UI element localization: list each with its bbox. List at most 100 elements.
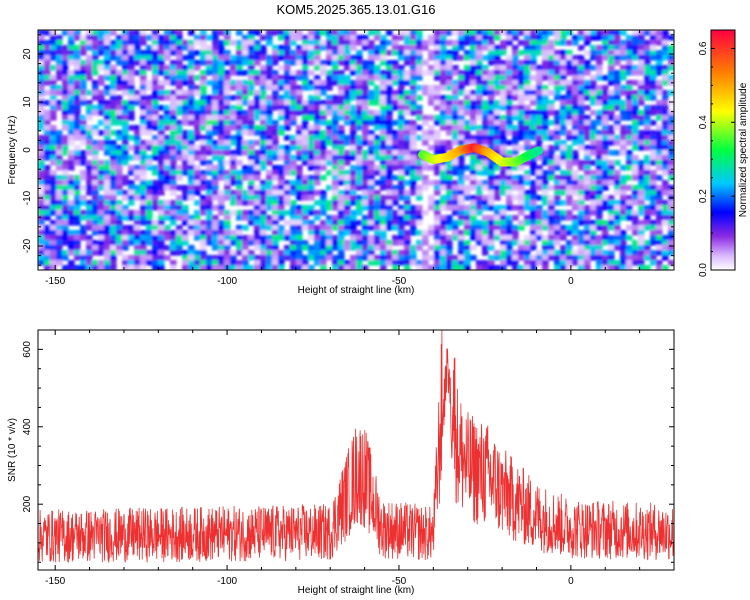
heatmap-cell xyxy=(524,245,531,251)
heatmap-cell xyxy=(38,250,45,256)
heatmap-cell xyxy=(38,30,45,36)
heatmap-cell xyxy=(134,55,141,61)
heatmap-cell xyxy=(368,130,375,136)
heatmap-cell xyxy=(206,180,213,186)
heatmap-cell xyxy=(374,195,381,201)
heatmap-cell xyxy=(200,50,207,56)
heatmap-cell xyxy=(308,265,315,270)
heatmap-cell xyxy=(398,45,405,51)
heatmap-cell xyxy=(332,245,339,251)
heatmap-cell xyxy=(308,190,315,196)
heatmap-cell xyxy=(326,80,333,86)
heatmap-cell xyxy=(128,100,135,106)
heatmap-cell xyxy=(50,180,57,186)
heatmap-cell xyxy=(476,90,483,96)
heatmap-cell xyxy=(392,65,399,71)
heatmap-cell xyxy=(554,130,561,136)
heatmap-cell xyxy=(356,120,363,126)
heatmap-cell xyxy=(50,130,57,136)
heatmap-cell xyxy=(290,170,297,176)
heatmap-cell xyxy=(200,85,207,91)
heatmap-cell xyxy=(404,70,411,76)
heatmap-cell xyxy=(512,265,519,270)
heatmap-cell xyxy=(128,195,135,201)
heatmap-cell xyxy=(566,95,573,101)
heatmap-cell xyxy=(662,40,669,46)
heatmap-cell xyxy=(50,250,57,256)
heatmap-cell xyxy=(614,35,621,41)
heatmap-cell xyxy=(350,95,357,101)
heatmap-cell xyxy=(578,140,585,146)
heatmap-cell xyxy=(80,250,87,256)
heatmap-cell xyxy=(122,130,129,136)
heatmap-cell xyxy=(326,140,333,146)
heatmap-cell xyxy=(284,90,291,96)
heatmap-cell xyxy=(38,75,45,81)
heatmap-cell xyxy=(602,125,609,131)
heatmap-cell xyxy=(68,75,75,81)
heatmap-cell xyxy=(44,55,51,61)
heatmap-cell xyxy=(470,180,477,186)
heatmap-cell xyxy=(554,95,561,101)
heatmap-cell xyxy=(236,225,243,231)
heatmap-cell xyxy=(452,230,459,236)
heatmap-cell xyxy=(98,90,105,96)
heatmap-cell xyxy=(440,50,447,56)
heatmap-cell xyxy=(632,240,639,246)
heatmap-cell xyxy=(398,90,405,96)
heatmap-cell xyxy=(320,195,327,201)
heatmap-cell xyxy=(410,50,417,56)
heatmap-cell xyxy=(104,195,111,201)
heatmap-cell xyxy=(74,235,81,241)
heatmap-cell xyxy=(260,80,267,86)
heatmap-cell xyxy=(632,220,639,226)
heatmap-cell xyxy=(98,220,105,226)
heatmap-cell xyxy=(560,105,567,111)
heatmap-cell xyxy=(266,75,273,81)
heatmap-cell xyxy=(560,225,567,231)
heatmap-cell xyxy=(140,245,147,251)
heatmap-cell xyxy=(344,195,351,201)
heatmap-cell xyxy=(476,50,483,56)
heatmap-cell xyxy=(344,30,351,36)
heatmap-cell xyxy=(626,70,633,76)
heatmap-cell xyxy=(488,110,495,116)
heatmap-cell xyxy=(530,90,537,96)
heatmap-cell xyxy=(494,80,501,86)
heatmap-cell xyxy=(188,155,195,161)
heatmap-cell xyxy=(578,100,585,106)
heatmap-cell xyxy=(314,110,321,116)
heatmap-cell xyxy=(542,155,549,161)
heatmap-cell xyxy=(194,185,201,191)
heatmap-cell xyxy=(494,120,501,126)
heatmap-cell xyxy=(86,105,93,111)
heatmap-cell xyxy=(176,155,183,161)
heatmap-cell xyxy=(116,220,123,226)
heatmap-cell xyxy=(80,75,87,81)
heatmap-cell xyxy=(134,95,141,101)
heatmap-cell xyxy=(512,110,519,116)
heatmap-cell xyxy=(602,135,609,141)
heatmap-cell xyxy=(596,180,603,186)
heatmap-cell xyxy=(506,65,513,71)
heatmap-cell xyxy=(230,170,237,176)
heatmap-cell xyxy=(212,220,219,226)
heatmap-cell xyxy=(506,115,513,121)
heatmap-cell xyxy=(260,105,267,111)
heatmap-cell xyxy=(638,245,645,251)
heatmap-cell xyxy=(128,170,135,176)
heatmap-cell xyxy=(260,100,267,106)
heatmap-cell xyxy=(398,105,405,111)
heatmap-cell xyxy=(104,260,111,266)
heatmap-cell xyxy=(206,220,213,226)
heatmap-cell xyxy=(368,200,375,206)
heatmap-cell xyxy=(236,195,243,201)
heatmap-cell xyxy=(206,150,213,156)
heatmap-cell xyxy=(290,225,297,231)
heatmap-cell xyxy=(656,230,663,236)
heatmap-cell xyxy=(506,75,513,81)
heatmap-cell xyxy=(224,150,231,156)
heatmap-cell xyxy=(398,165,405,171)
heatmap-cell xyxy=(644,145,651,151)
heatmap-cell xyxy=(296,125,303,131)
